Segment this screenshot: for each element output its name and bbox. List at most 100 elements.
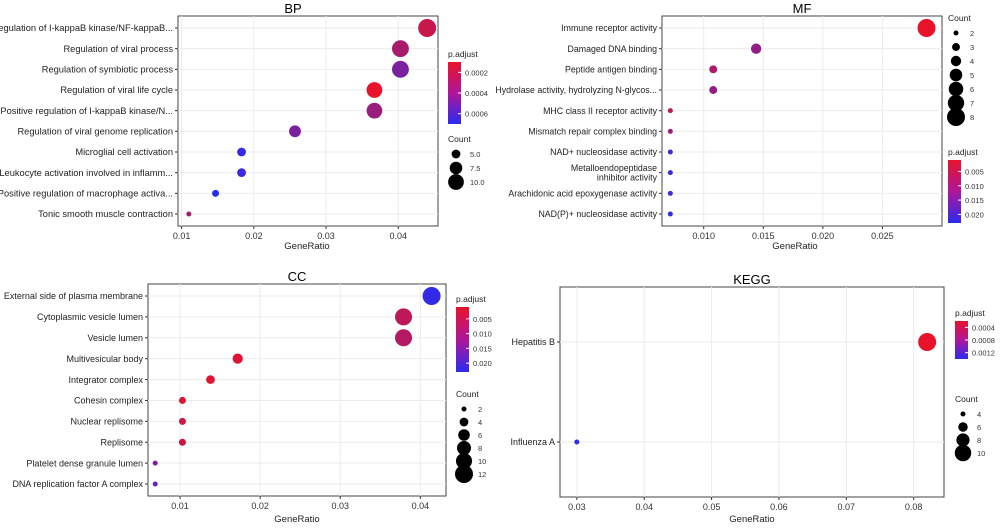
data-point (186, 211, 192, 217)
size-legend-dot (448, 174, 464, 190)
size-legend-label: 10 (977, 449, 985, 458)
y-category-label: Mismatch repair complex binding (528, 127, 657, 137)
color-legend-title: p.adjust (955, 308, 985, 318)
data-point (917, 19, 936, 37)
size-legend-dot (960, 411, 966, 417)
color-legend-bar (955, 321, 968, 359)
y-category-label: Arachidonic acid epoxygenase activity (508, 189, 657, 199)
data-point (574, 439, 580, 445)
panel-title: BP (284, 1, 301, 16)
y-category-label: Cytoplasmic vesicle lumen (37, 312, 143, 322)
data-point (178, 396, 186, 404)
size-legend-dot (455, 465, 473, 483)
y-category-label: Hydrolase activity, hydrolyzing N-glycos… (495, 85, 657, 95)
x-axis-title: GeneRatio (772, 241, 817, 252)
y-category-label: NAD+ nucleosidase activity (550, 147, 657, 157)
size-legend-title: Count (456, 389, 479, 399)
size-legend-dot (947, 94, 965, 112)
size-legend-label: 6 (970, 85, 974, 94)
size-legend-dot (950, 55, 962, 67)
size-legend-label: 10 (478, 457, 486, 466)
y-category-label: Regulation of symbiotic process (42, 65, 174, 75)
size-legend-dot (953, 30, 959, 36)
y-category-label: Vesicle lumen (87, 333, 143, 343)
size-legend-label: 2 (478, 405, 482, 414)
data-point (391, 60, 409, 78)
size-legend-dot (455, 452, 473, 470)
x-tick-label: 0.020 (812, 231, 835, 241)
data-point (366, 82, 383, 98)
data-point (178, 417, 186, 425)
color-legend-bar (948, 160, 961, 223)
size-legend-dot (449, 161, 463, 175)
data-point (237, 168, 246, 178)
size-legend-label: 3 (970, 43, 974, 52)
data-point (212, 189, 220, 197)
plot-area (559, 286, 945, 498)
data-point (667, 149, 673, 155)
size-legend-label: 8 (977, 436, 981, 445)
color-legend-title: p.adjust (448, 49, 478, 59)
y-category-label: Replisome (100, 437, 143, 447)
size-legend-dot (949, 68, 963, 82)
y-category-label: Cohesin complex (74, 396, 144, 406)
data-point (667, 128, 673, 134)
color-legend-bar (448, 62, 461, 124)
data-point (667, 190, 673, 196)
size-legend-label: 6 (478, 431, 482, 440)
x-axis-title: GeneRatio (729, 514, 774, 525)
data-point (918, 333, 937, 351)
data-point (366, 102, 383, 119)
y-category-label: Regulation of I-kappaB kinase/NF-kappaB.… (0, 23, 173, 33)
data-point (237, 147, 246, 157)
panel-mf: MF 0.010 0.015 0.020 0.025 Immune receptor ac… (495, 1, 983, 252)
size-legend-label: 2 (970, 29, 974, 38)
y-category-label: DNA replication factor A complex (12, 479, 143, 489)
size-legend-dot (952, 43, 960, 51)
data-point (422, 287, 441, 305)
data-point (667, 170, 673, 176)
panel-title: CC (288, 269, 307, 284)
x-tick-label: 0.04 (635, 502, 653, 512)
color-legend-title: p.adjust (948, 147, 978, 157)
size-legend-label: 5.0 (470, 150, 480, 159)
x-tick-label: 0.015 (752, 231, 775, 241)
y-category-label: Tonic smooth muscle contraction (38, 209, 173, 219)
data-point (667, 211, 673, 217)
color-legend-label: 0.015 (473, 344, 492, 353)
color-legend-label: 0.020 (965, 210, 984, 219)
size-legend-dot (954, 444, 972, 462)
size-legend-label: 10.0 (470, 178, 485, 187)
size-legend-label: 4 (977, 410, 981, 419)
data-point (152, 481, 158, 487)
color-legend-label: 0.005 (965, 167, 984, 176)
x-tick-label: 0.025 (871, 231, 894, 241)
y-category-label: Metalloendopeptidase inhibitor activity (571, 163, 658, 183)
size-legend-label: 4 (970, 57, 974, 66)
x-tick-label: 0.03 (568, 502, 586, 512)
data-point (206, 375, 215, 384)
size-legend-label: 5 (970, 71, 974, 80)
y-category-label: Regulation of viral genome replication (17, 127, 173, 137)
panel-title: KEGG (733, 272, 771, 287)
data-point (709, 65, 718, 74)
y-category-label: Positive regulation of I-kappaB kinase/N… (0, 106, 173, 116)
size-legend-title: Count (448, 134, 471, 144)
data-point (152, 460, 158, 466)
x-tick-label: 0.01 (173, 231, 191, 241)
y-category-label: MHC class II receptor activity (543, 106, 657, 116)
data-point (391, 40, 409, 58)
x-tick-label: 0.03 (317, 231, 335, 241)
x-tick-label: 0.02 (245, 231, 263, 241)
data-point (418, 19, 437, 37)
x-axis-title: GeneRatio (274, 514, 319, 525)
color-legend-label: 0.010 (473, 330, 492, 339)
y-category-label: Regulation of viral process (63, 44, 173, 54)
color-legend-label: 0.0008 (972, 336, 995, 345)
y-category-label: Damaged DNA binding (568, 44, 658, 54)
y-category-label: Integrator complex (68, 375, 143, 385)
data-point (667, 108, 673, 114)
data-point (750, 43, 762, 54)
size-legend-dot (458, 429, 470, 441)
